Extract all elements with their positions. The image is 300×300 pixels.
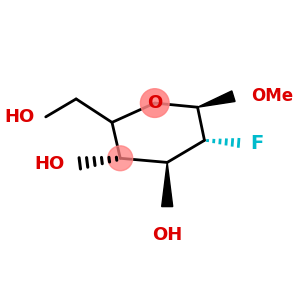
Polygon shape	[198, 91, 235, 107]
Text: F: F	[250, 134, 263, 153]
Text: OH: OH	[152, 226, 182, 244]
Text: HO: HO	[35, 155, 65, 173]
Polygon shape	[162, 162, 173, 207]
Text: OMe: OMe	[251, 87, 293, 105]
Text: O: O	[147, 94, 162, 112]
Text: HO: HO	[4, 108, 35, 126]
Circle shape	[108, 146, 133, 171]
Circle shape	[140, 89, 169, 117]
